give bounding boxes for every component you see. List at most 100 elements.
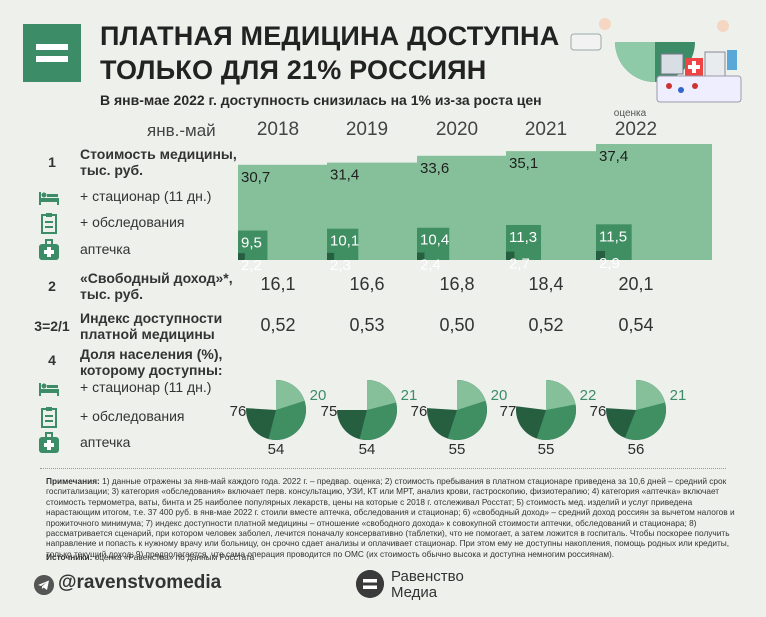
notes-label: Примечания: — [46, 476, 100, 486]
bar-label-2018-s1: 9,5 — [241, 235, 262, 252]
cart-shape — [656, 75, 742, 103]
footnotes: Примечания: 1) данные отражены за янв-ма… — [46, 476, 736, 559]
pie-label-2020-s2: 76 — [411, 403, 428, 420]
brand-name: Равенство Медиа — [391, 569, 464, 601]
bar-label-2019-s0: 31,4 — [330, 167, 359, 184]
bar-2022-s2 — [596, 251, 605, 260]
bar-label-2020-s2: 2,4 — [420, 257, 441, 274]
hospital-bed-icon — [39, 192, 59, 205]
bar-2019-s2 — [327, 252, 335, 260]
pie-label-2022-s1: 56 — [628, 441, 645, 458]
title-line-1: ПЛАТНАЯ МЕДИЦИНА ДОСТУПНА — [100, 21, 560, 51]
logo-bar-bottom — [36, 56, 68, 62]
pie-label-2021-s2: 77 — [500, 403, 517, 420]
pie-label-2019-s1: 54 — [359, 441, 376, 458]
row-4-sub-exams: + обследования — [80, 408, 185, 424]
pie-label-2018-s0: 20 — [310, 387, 327, 404]
pie-slice-2020-s0 — [457, 380, 486, 410]
bar-label-2021-s1: 11,3 — [509, 229, 537, 246]
brand-line-1: Равенство — [391, 568, 464, 585]
row-1-sub-hospital: + стационар (11 дн.) — [80, 188, 212, 204]
row-3-label-b: платной медицины — [80, 326, 215, 342]
access-index-2022: 0,54 — [618, 315, 654, 335]
row-1-label-a: Стоимость медицины, — [80, 146, 237, 162]
first-aid-kit-icon — [39, 239, 59, 260]
year-2020: 2020 — [435, 119, 479, 140]
access-index-2018: 0,52 — [260, 315, 296, 335]
pie-label-2020-s0: 20 — [491, 387, 508, 404]
bar-label-2021-s0: 35,1 — [509, 155, 538, 172]
equality-logo-icon — [23, 24, 81, 82]
year-2022: 2022 — [614, 119, 658, 140]
year-2021: 2021 — [524, 119, 568, 140]
social-handle-link[interactable]: @ravenstvomedia — [58, 572, 222, 593]
bar-2021-s2 — [506, 251, 515, 260]
bar-label-2021-s2: 2,7 — [509, 256, 530, 273]
row-2-label: «Свободный доход»*, тыс. руб. — [80, 270, 233, 302]
bar-label-2019-s1: 10,1 — [330, 233, 359, 250]
period-label: янв.-май — [147, 121, 216, 140]
row-2-label-b: тыс. руб. — [80, 286, 144, 302]
pie-label-2018-s2: 76 — [230, 403, 247, 420]
estimate-note: оценка — [613, 108, 647, 119]
telegram-icon[interactable] — [34, 575, 54, 595]
pie-2021: 22 55 77 — [500, 380, 597, 458]
pie-label-2019-s0: 21 — [401, 387, 418, 404]
access-index-2019: 0,53 — [349, 315, 385, 335]
medical-illustration-icon — [570, 18, 742, 103]
row-4-sub-pharmacy: аптечка — [80, 434, 131, 450]
pill-dot-3 — [692, 83, 698, 89]
free-income-2020: 16,8 — [439, 274, 475, 294]
row-4-label-b: которому доступны: — [80, 362, 223, 378]
row-3-label: Индекс доступности платной медицины — [80, 310, 222, 342]
bar-label-2022-s0: 37,4 — [599, 148, 628, 165]
clipboard-icon — [41, 213, 57, 234]
page-title: ПЛАТНАЯ МЕДИЦИНА ДОСТУПНА ТОЛЬКО ДЛЯ 21%… — [100, 19, 559, 87]
notes-divider — [40, 468, 726, 469]
row-2-label-a: «Свободный доход»*, — [80, 270, 233, 286]
row-1-number: 1 — [48, 154, 56, 170]
year-2019: 2019 — [345, 119, 389, 140]
pie-label-2022-s2: 76 — [590, 403, 607, 420]
row-1-sub-exams: + обследования — [80, 214, 185, 230]
ravenstvo-media-logo-icon — [356, 570, 384, 598]
vial-shape — [727, 50, 737, 70]
xray-shape — [660, 53, 684, 75]
free-income-2021: 18,4 — [528, 274, 564, 294]
pie-2022: 21 56 76 — [590, 380, 686, 458]
bar-label-2020-s0: 33,6 — [420, 160, 449, 177]
pie-2018: 20 54 76 — [230, 380, 327, 458]
sources-label: Источники: — [46, 552, 93, 562]
access-index-2021: 0,52 — [528, 315, 564, 335]
free-income-2022: 20,1 — [618, 274, 654, 294]
free-income-2018: 16,1 — [260, 274, 296, 294]
bar-label-2022-s2: 2,9 — [599, 255, 620, 272]
sources: Источники: оценка «Равенства» по данным … — [46, 552, 254, 562]
pie-slice-2018-s0 — [276, 380, 305, 410]
bar-2020-s2 — [417, 252, 425, 260]
row-4-number: 4 — [48, 352, 56, 368]
hand-shape — [599, 18, 611, 30]
scale-bowl-light-shape — [615, 42, 655, 82]
row-3-label-a: Индекс доступности — [80, 310, 223, 326]
row-1-label: Стоимость медицины, тыс. руб. — [80, 146, 237, 178]
row-4-label: Доля населения (%), которому доступны: — [80, 346, 223, 378]
pie-label-2021-s1: 55 — [538, 441, 555, 458]
row-1-sub-pharmacy: аптечка — [80, 241, 131, 257]
title-line-2: ТОЛЬКО ДЛЯ 21% РОССИЯН — [100, 55, 487, 85]
row-3-number: 3=2/1 — [34, 318, 70, 334]
brand-line-2: Медиа — [391, 584, 438, 601]
logo-bar-top — [36, 44, 68, 50]
pie-slice-2022-s0 — [636, 380, 666, 410]
pill-dot-1 — [666, 83, 672, 89]
pie-label-2019-s2: 75 — [321, 403, 338, 420]
pill-dot-2 — [678, 87, 684, 93]
bar-label-2018-s2: 2,2 — [241, 257, 262, 274]
pie-label-2020-s1: 55 — [449, 441, 466, 458]
hospital-bed-icon — [39, 383, 59, 396]
bar-label-2020-s1: 10,4 — [420, 232, 449, 249]
pie-slice-2021-s0 — [546, 380, 576, 410]
pie-label-2021-s0: 22 — [580, 387, 597, 404]
access-index-2020: 0,50 — [439, 315, 475, 335]
